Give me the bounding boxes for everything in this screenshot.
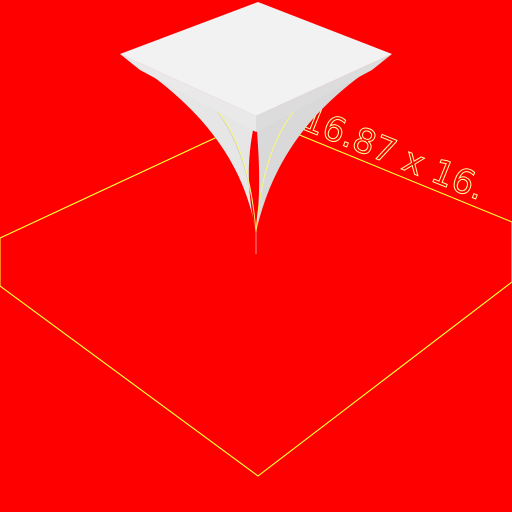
- model-edge-highlight-right: [255, 103, 301, 233]
- model-top-rim-left: [120, 54, 256, 132]
- 3d-model[interactable]: [120, 2, 392, 254]
- build-plate-edge-right: [257, 281, 512, 477]
- build-plate-edge-back: [257, 117, 512, 223]
- build-plate-dimension-label: 16.87 x 16.: [297, 99, 491, 208]
- model-top-rim-right: [256, 54, 392, 132]
- model-top-face[interactable]: [120, 2, 392, 116]
- model-edge-highlight-left: [211, 103, 257, 233]
- build-plate-edge-left: [0, 117, 259, 239]
- build-plate-edge-front: [0, 285, 259, 477]
